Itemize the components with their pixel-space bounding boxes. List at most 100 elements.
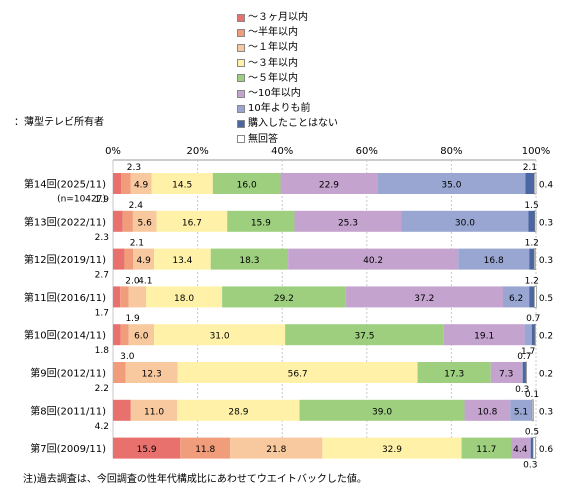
- bar-segment: [529, 286, 535, 308]
- legend-item: ～３年以内: [237, 56, 338, 71]
- data-label: 25.3: [338, 218, 358, 228]
- bar-segment: [177, 399, 300, 421]
- data-label: 21.8: [266, 445, 286, 455]
- bar-segment: [113, 399, 131, 421]
- bar-segment: [531, 399, 534, 422]
- chart-subtitle: ：薄型テレビ所有者: [14, 117, 104, 128]
- legend-swatch: [237, 120, 245, 129]
- legend-label: ～半年以内: [248, 27, 298, 39]
- data-label: 29.2: [274, 294, 294, 304]
- legend-label: 10年よりも前: [248, 103, 311, 115]
- data-label: 18.3: [239, 256, 259, 266]
- data-label: 30.0: [455, 218, 475, 228]
- data-label-no-answer: 0.6: [539, 445, 554, 455]
- data-label-no-answer: 0.4: [539, 181, 554, 191]
- bar-segment: [113, 362, 126, 383]
- bar-segment: [288, 248, 459, 270]
- data-label: 6.0: [134, 332, 149, 342]
- data-label-small: 1.2: [525, 276, 539, 286]
- x-tick-label: 20%: [186, 146, 208, 157]
- bar-segment: [285, 324, 444, 346]
- x-tick-label: 80%: [440, 146, 462, 157]
- bar-segment: [525, 361, 527, 384]
- bar-segment: [525, 173, 535, 194]
- data-label-no-answer: 0.3: [539, 256, 553, 266]
- bar-segment: [534, 172, 537, 195]
- legend-swatch: [237, 104, 245, 113]
- bar-segment: [294, 210, 402, 232]
- data-label: 18.0: [174, 294, 194, 304]
- data-label-no-answer: 0.2: [539, 370, 553, 380]
- data-label: 11.0: [144, 407, 164, 417]
- bar-segment: [124, 248, 134, 270]
- data-label: 32.9: [382, 445, 402, 455]
- data-label-no-answer: 0.3: [539, 407, 553, 417]
- bar-segment: [280, 173, 378, 194]
- bar-segment: [120, 286, 129, 308]
- data-label-small: 0.5: [525, 428, 539, 438]
- data-label-small: 0.3: [515, 385, 529, 395]
- data-label-small: 2.3: [127, 163, 141, 173]
- data-label-small: 0.3: [523, 461, 537, 471]
- bar-segment: [128, 286, 146, 308]
- data-label: 40.2: [363, 256, 383, 266]
- legend-item: 無回答: [237, 132, 338, 147]
- bar-segment: [125, 362, 178, 383]
- bar-segment: [529, 437, 531, 459]
- data-label-no-answer: 0.2: [539, 332, 553, 342]
- bar-segment: [534, 248, 536, 270]
- data-label-no-answer: 0.3: [539, 218, 553, 228]
- data-label: 15.9: [251, 218, 271, 228]
- bar-segment: [531, 324, 535, 346]
- data-label: 15.9: [137, 445, 157, 455]
- data-label: 37.2: [414, 294, 434, 304]
- data-label: 4.4: [513, 445, 528, 455]
- legend-swatch: [237, 13, 245, 22]
- data-label-small: 0.1: [525, 390, 539, 400]
- category-label: 第10回(2014/11): [24, 329, 106, 342]
- legend-label: ～３年以内: [248, 57, 298, 69]
- category-label: 第14回(2025/11): [24, 178, 106, 191]
- data-label: 16.8: [484, 256, 504, 266]
- data-label: 14.5: [172, 181, 192, 191]
- legend: ～３ヶ月以内 ～半年以内 ～１年以内 ～３年以内 ～５年以内 ～10年以内 10…: [237, 10, 338, 147]
- bar-segment: [113, 437, 181, 459]
- bar-segment: [210, 248, 289, 270]
- category-label: 第13回(2022/11): [24, 215, 106, 228]
- legend-item: ～10年以内: [237, 86, 338, 101]
- data-label: 16.7: [182, 218, 202, 228]
- category-label: 第8回(2011/11): [30, 404, 106, 417]
- bar-segment: [145, 286, 223, 308]
- legend-label: ～３ヶ月以内: [248, 12, 308, 23]
- legend-label: 購入したことはない: [248, 118, 338, 130]
- category-label: 第12回(2019/11): [24, 253, 106, 266]
- bar-segment: [154, 324, 286, 346]
- bar-segment: [522, 362, 526, 383]
- footnote: 注)過去調査は、今回調査の性年代構成比にあわせてウエイトバックした値。: [23, 474, 367, 485]
- legend-item: ～３ヶ月以内: [237, 10, 338, 25]
- data-label: 11.7: [476, 445, 496, 455]
- bar-segment: [177, 362, 418, 383]
- bar-segment: [299, 399, 465, 421]
- x-tick-label: 100%: [522, 146, 551, 157]
- bar-segment: [417, 362, 491, 383]
- bar-segment: [130, 399, 178, 421]
- bar-segment: [524, 324, 532, 346]
- data-label: 31.0: [210, 332, 230, 342]
- data-label-small: 4.1: [138, 276, 152, 286]
- data-label: 16.0: [237, 181, 257, 191]
- data-label: 22.9: [319, 181, 339, 191]
- bar-segment: [534, 323, 536, 346]
- data-label-small: 4.2: [95, 422, 109, 432]
- bar-segment: [212, 173, 281, 194]
- bar-segment: [132, 210, 157, 232]
- data-label: 28.9: [228, 407, 248, 417]
- bar-segment: [530, 437, 534, 459]
- data-label-small: 1.2: [525, 239, 539, 249]
- data-label: 11.8: [195, 445, 215, 455]
- data-label: 35.0: [441, 181, 461, 191]
- bar-segment: [461, 437, 512, 459]
- data-label-small: 2.3: [95, 233, 109, 243]
- bar-segment: [503, 286, 530, 308]
